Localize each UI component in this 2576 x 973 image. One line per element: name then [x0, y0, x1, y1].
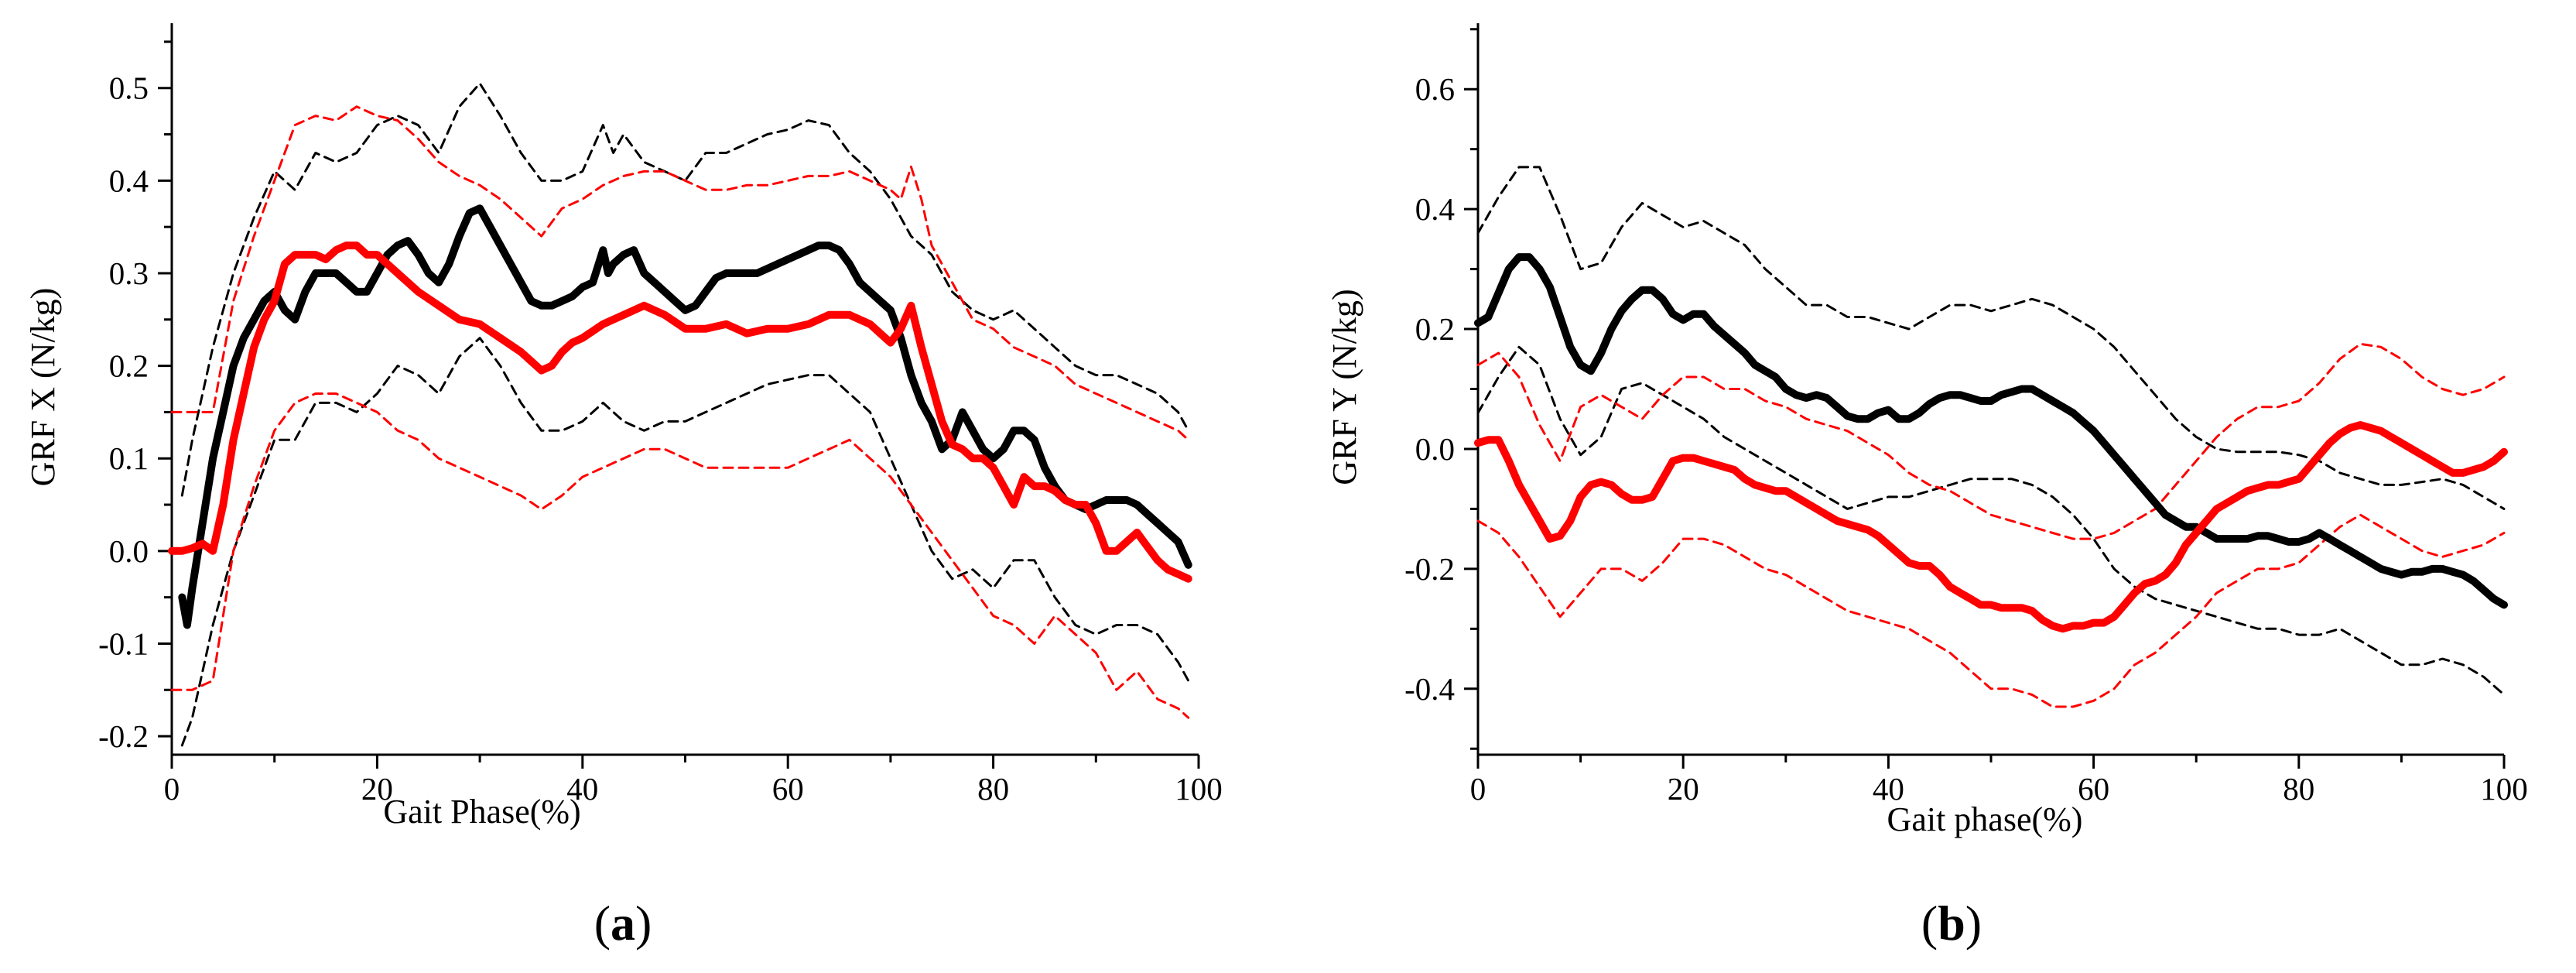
panel-a-label-letter: a	[611, 896, 635, 951]
panel-b-x-axis-title: Gait phase(%)	[1887, 800, 2083, 838]
panel-a-x-axis-title: Gait Phase(%)	[383, 793, 580, 831]
panel-a-x-tick-label: 40	[566, 771, 598, 807]
panel-a-y-tick-label: -0.1	[98, 625, 149, 661]
panel-b-y-tick-label: -0.2	[1404, 551, 1455, 587]
panel-a-series-red-upper-band	[170, 105, 1190, 441]
panel-a: -0.2 -0.1 0.0 0.1 0.2 0.3 0.4 0.5 0 20 40 60 80 100 G…	[24, 23, 1223, 951]
panel-a-plot-area: -0.2 -0.1 0.0 0.1 0.2 0.3 0.4 0.5 0 20 40 60 80 100	[98, 23, 1223, 807]
panel-b-series-red-lower-band	[1476, 513, 2506, 708]
panel-b-plot-area: -0.4 -0.2 0.0 0.2 0.4 0.6 0 20 40 60 80 100	[1404, 23, 2528, 807]
panel-a-x-tick-label: 20	[361, 771, 393, 807]
panel-b-series-black-mean	[1474, 253, 2508, 609]
panel-a-y-tick-label: 0.4	[109, 163, 149, 198]
panel-b-x-tick-label: 40	[1873, 771, 1904, 807]
panel-a-y-tick-label: 0.3	[109, 255, 149, 291]
panel-b-y-tick-label: 0.0	[1415, 431, 1455, 467]
panel-b-series-red-upper-band	[1476, 342, 2506, 540]
panel-b-series-black-upper-band	[1476, 166, 2506, 510]
panel-b-y-tick-label: 0.2	[1415, 311, 1455, 347]
panel-b-x-tick-label: 20	[1668, 771, 1699, 807]
panel-b-label-letter: b	[1938, 896, 1965, 951]
panel-a-series-red-mean	[168, 242, 1192, 583]
panel-a-y-tick-label: 0.1	[109, 440, 149, 476]
panel-b-x-tick-label: 80	[2283, 771, 2314, 807]
panel-b-series-black-lower-band	[1476, 345, 2506, 696]
panel-a-y-axis-title: GRF X (N/kg)	[24, 288, 62, 487]
panel-a-y-tick-label: 0.5	[109, 70, 149, 106]
panel-b: -0.4 -0.2 0.0 0.2 0.4 0.6 0 20 40 60 80 100 Gait ph…	[1326, 23, 2528, 951]
panel-a-x-tick-label: 80	[977, 771, 1009, 807]
panel-b-y-tick-label: -0.4	[1404, 671, 1455, 707]
panel-a-y-tick-label: -0.2	[98, 718, 149, 754]
panel-a-label: (a)	[594, 896, 652, 951]
panel-b-x-tick-label: 100	[2480, 771, 2528, 807]
panel-a-series-black-lower-band	[180, 337, 1190, 747]
panel-b-y-tick-label: 0.6	[1415, 71, 1455, 107]
panel-b-x-tick-label: 60	[2078, 771, 2109, 807]
panel-a-x-tick-label: 100	[1175, 771, 1223, 807]
panel-b-x-tick-label: 0	[1470, 771, 1486, 807]
panel-a-y-tick-label: 0.0	[109, 533, 149, 569]
panel-b-y-axis-title: GRF Y (N/kg)	[1326, 289, 1363, 485]
panel-a-x-tick-label: 60	[772, 771, 804, 807]
panel-a-series-red-lower-band	[170, 392, 1190, 719]
panel-b-label: (b)	[1921, 896, 1982, 951]
panel-a-y-tick-label: 0.2	[109, 348, 149, 384]
panel-a-series-black-mean	[178, 204, 1192, 629]
panel-b-series-red-mean	[1474, 421, 2508, 633]
panel-a-x-tick-label: 0	[164, 771, 180, 807]
panel-b-y-tick-label: 0.4	[1415, 191, 1455, 227]
